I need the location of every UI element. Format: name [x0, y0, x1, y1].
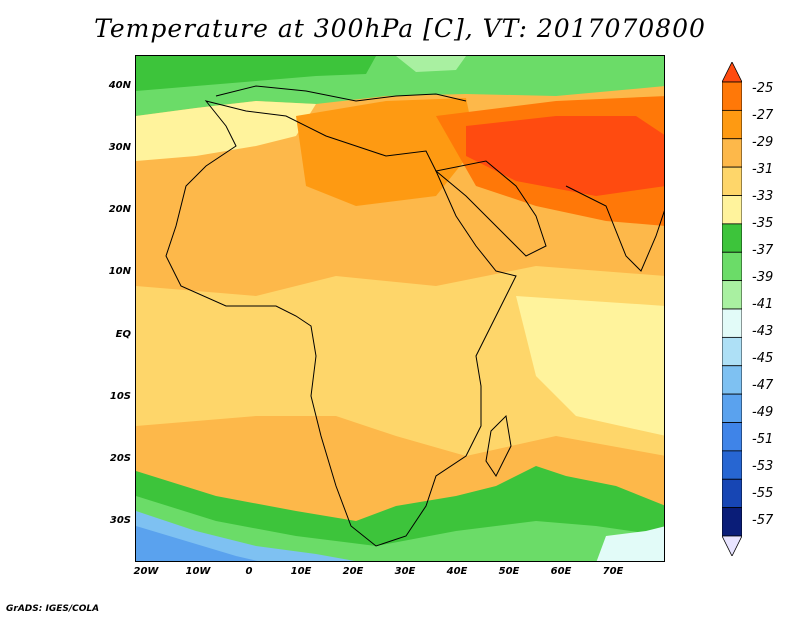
- colorbar-label: -27: [752, 108, 774, 123]
- colorbar-bottom-triangle: [722, 535, 742, 556]
- colorbar-label: -55: [752, 486, 774, 501]
- colorbar-label: -37: [752, 243, 774, 258]
- lon-label: 20E: [342, 566, 364, 577]
- colorbar-segment: [722, 478, 742, 509]
- colorbar-label: -25: [752, 81, 774, 96]
- india-coast: [565, 185, 664, 272]
- field-south-midgreen: [136, 496, 664, 561]
- lat-label: 10S: [109, 391, 131, 402]
- chart-title: Temperature at 300hPa [C], VT: 201707080…: [94, 14, 706, 43]
- lon-label: 30E: [394, 566, 416, 577]
- field-me-red: [466, 116, 664, 196]
- lon-label: 20W: [133, 566, 159, 577]
- lat-label: EQ: [115, 329, 131, 340]
- colorbar-segment: [722, 280, 742, 310]
- field-south-darkblue: [136, 526, 258, 561]
- field-south-lightblue: [596, 526, 664, 561]
- lat-label: 30N: [108, 142, 131, 153]
- field-sahara-orange: [296, 98, 476, 206]
- colorbar-label: -29: [752, 135, 774, 150]
- colorbar-label: -41: [752, 297, 774, 312]
- temperature-map: [135, 55, 665, 562]
- lon-label: 50E: [498, 566, 520, 577]
- colorbar-segment: [722, 336, 742, 367]
- colorbar-segment: [722, 138, 742, 168]
- med-coast: [215, 85, 467, 102]
- field-io-paleyellow: [516, 296, 664, 436]
- lon-label: 10E: [290, 566, 312, 577]
- lon-label: 70E: [602, 566, 624, 577]
- colorbar-label: -57: [752, 513, 774, 528]
- colorbar-segment: [722, 81, 742, 111]
- colorbar-segment: [722, 450, 742, 480]
- lat-label: 10N: [108, 266, 131, 277]
- colorbar: [722, 62, 742, 556]
- colorbar-segment: [722, 365, 742, 395]
- grads-credit: GrADS: IGES/COLA: [6, 604, 100, 614]
- colorbar-segment: [722, 251, 742, 282]
- colorbar-segment: [722, 308, 742, 338]
- lat-label: 40N: [108, 80, 131, 91]
- colorbar-label: -39: [752, 270, 774, 285]
- colorbar-segment: [722, 195, 742, 225]
- colorbar-label: -43: [752, 324, 774, 339]
- colorbar-segment: [722, 223, 742, 253]
- colorbar-segment: [722, 507, 742, 537]
- lon-label: 40E: [446, 566, 468, 577]
- colorbar-segment: [722, 166, 742, 196]
- field-north-lightgreen: [396, 56, 466, 72]
- lon-label: 60E: [550, 566, 572, 577]
- lon-label: 10W: [185, 566, 211, 577]
- lon-label: 0: [245, 566, 253, 577]
- colorbar-label: -51: [752, 432, 774, 447]
- arabia-coast: [434, 160, 547, 257]
- colorbar-label: -33: [752, 189, 774, 204]
- colorbar-label: -47: [752, 378, 774, 393]
- colorbar-segment: [722, 422, 742, 452]
- colorbar-label: -53: [752, 459, 774, 474]
- colorbar-label: -31: [752, 162, 774, 177]
- coastlines: [165, 85, 664, 547]
- madagascar-coast: [485, 414, 512, 477]
- africa-coast: [165, 100, 517, 547]
- field-nw-yellow: [136, 101, 316, 161]
- map-canvas: [136, 56, 664, 561]
- colorbar-label: -49: [752, 405, 774, 420]
- colorbar-label: -35: [752, 216, 774, 231]
- colorbar-segment: [722, 393, 742, 423]
- colorbar-top-triangle: [722, 62, 742, 83]
- field-north-darkgreen: [136, 56, 376, 91]
- lat-label: 30S: [109, 515, 131, 526]
- colorbar-label: -45: [752, 351, 774, 366]
- lat-label: 20S: [109, 453, 131, 464]
- lat-label: 20N: [108, 204, 131, 215]
- colorbar-segment: [722, 109, 742, 140]
- colorbar-segments: [722, 62, 742, 556]
